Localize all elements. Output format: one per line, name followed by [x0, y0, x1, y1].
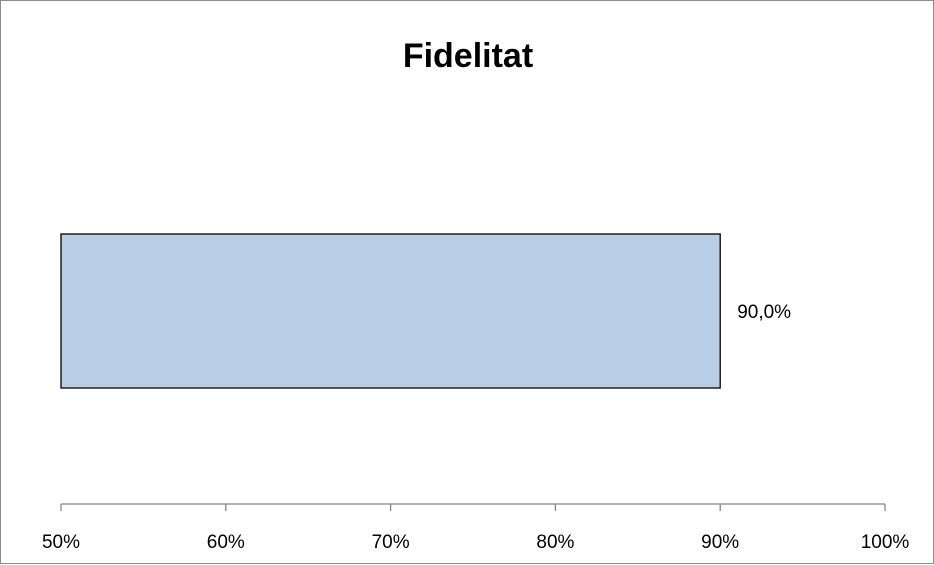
x-tick-label: 50% [42, 532, 80, 553]
chart-title: Fidelitat [402, 37, 534, 75]
x-tick-label: 60% [207, 532, 245, 553]
x-tick-label: 90% [701, 532, 739, 553]
x-tick-label: 100% [861, 532, 910, 553]
x-tick-label: 70% [372, 532, 410, 553]
bar [60, 233, 721, 389]
data-label: 90,0% [737, 302, 791, 323]
x-tick-label: 80% [536, 532, 574, 553]
